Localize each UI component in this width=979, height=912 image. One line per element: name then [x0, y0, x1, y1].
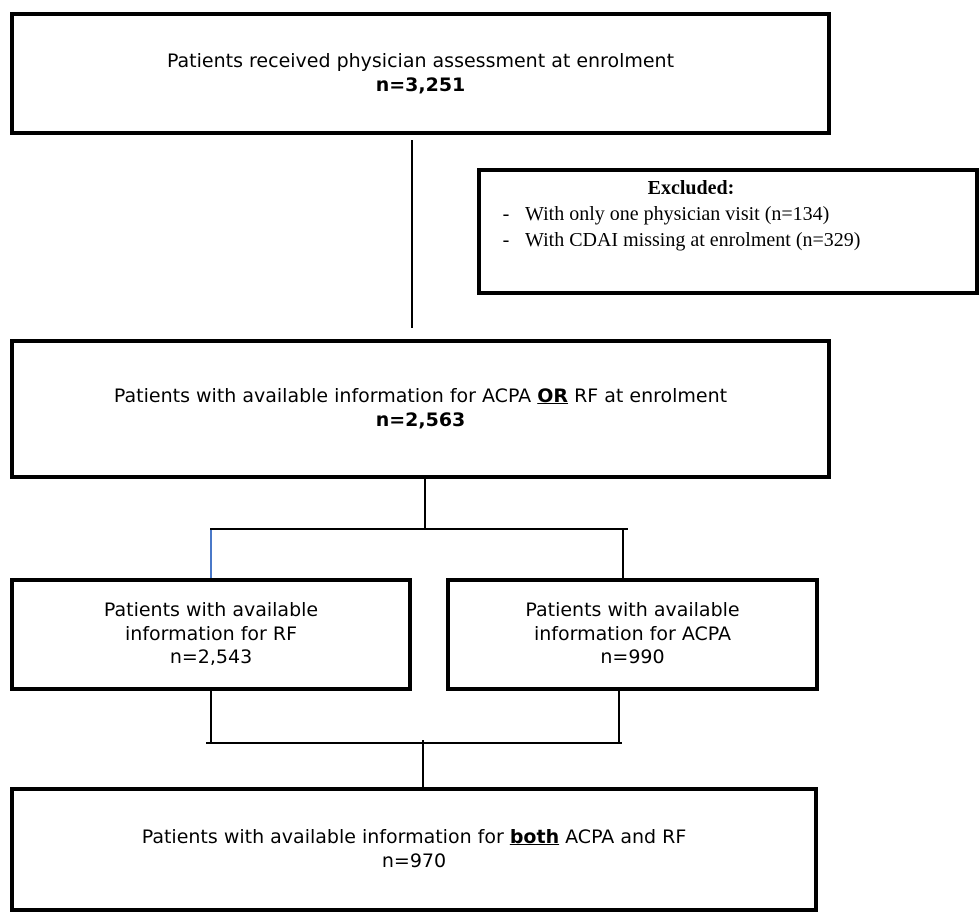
both-text-before: Patients with available information for [141, 825, 510, 848]
both-text-after: ACPA and RF [559, 825, 687, 848]
acpa-line1: Patients with available [525, 598, 740, 621]
rf-line1: Patients with available [103, 598, 319, 621]
acpa-or-rf-emphasis: OR [537, 385, 569, 408]
excluded-item-text: With CDAI missing at enrolment (n=329) [525, 229, 861, 251]
both-emphasis: both [509, 825, 560, 848]
connector-enrolment-to-acpa-or-rf [411, 140, 413, 328]
acpa-or-rf-box: Patients with available information for … [10, 339, 831, 479]
connector-rf-up [210, 691, 212, 743]
both-box: Patients with available information for … [10, 787, 818, 912]
list-dash: - [502, 229, 510, 251]
acpa-or-rf-count: n=2,563 [375, 409, 466, 431]
excluded-item-text: With only one physician visit (n=134) [525, 203, 830, 225]
enrolment-box: Patients received physician assessment a… [10, 12, 831, 135]
connector-acpa-or-rf-down [424, 479, 426, 529]
excluded-item: - With only one physician visit (n=134) [487, 202, 830, 227]
acpa-line2: information for ACPA [533, 622, 732, 645]
rf-line2: information for RF [125, 622, 297, 645]
rf-count: n=2,543 [169, 646, 253, 669]
connector-merge-horizontal [206, 742, 622, 744]
connector-acpa-up [618, 691, 620, 743]
excluded-item: - With CDAI missing at enrolment (n=329) [487, 228, 861, 253]
connector-split-horizontal [210, 528, 628, 530]
excluded-header: Excluded: [647, 177, 735, 199]
connector-split-right-drop [622, 530, 624, 578]
both-title: Patients with available information for … [142, 826, 687, 850]
acpa-or-rf-text-after: RF at enrolment [568, 385, 728, 408]
both-count: n=970 [381, 849, 447, 872]
enrolment-count: n=3,251 [375, 73, 466, 96]
list-dash: - [502, 203, 510, 225]
acpa-or-rf-title: Patients with available information for … [114, 385, 727, 409]
rf-box: Patients with available information for … [10, 578, 412, 691]
connector-merge-down [422, 740, 424, 794]
acpa-or-rf-text-before: Patients with available information for … [113, 385, 538, 408]
excluded-box: Excluded: - With only one physician visi… [477, 168, 979, 295]
connector-split-left-drop [210, 530, 212, 578]
enrolment-title: Patients received physician assessment a… [166, 49, 675, 72]
acpa-count: n=990 [600, 646, 665, 669]
acpa-box: Patients with available information for … [446, 578, 819, 691]
